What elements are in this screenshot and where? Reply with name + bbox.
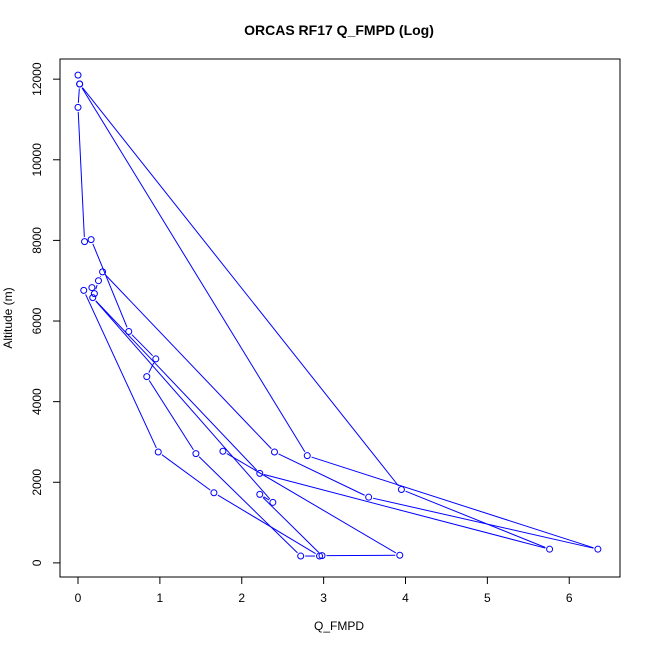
data-point — [594, 545, 602, 553]
series-segment — [77, 111, 85, 238]
data-point — [125, 328, 133, 336]
y-tick-label: 12000 — [30, 62, 44, 96]
data-point — [546, 545, 554, 553]
data-point — [74, 71, 82, 79]
series-segment — [372, 497, 594, 549]
series-segment — [85, 294, 157, 449]
data-point — [192, 450, 200, 458]
series-segment — [81, 87, 306, 453]
series-segment — [105, 274, 272, 450]
series-segment — [263, 496, 270, 501]
series-segment — [278, 453, 365, 496]
data-point — [297, 552, 305, 560]
series-segment — [217, 494, 316, 555]
x-tick-label: 2 — [238, 591, 245, 605]
plot-frame — [59, 58, 621, 578]
y-tick-label: 8000 — [30, 227, 44, 254]
y-tick-label: 0 — [30, 559, 44, 566]
series-segment — [161, 454, 211, 491]
data-point — [396, 551, 404, 559]
series-segment — [92, 243, 128, 328]
data-point — [74, 103, 82, 111]
series-segment — [148, 380, 194, 451]
data-point — [99, 268, 107, 276]
data-point — [303, 452, 311, 460]
data-point — [154, 448, 162, 456]
series-segment — [405, 490, 546, 548]
data-point — [256, 469, 264, 477]
series-segment — [262, 497, 320, 553]
data-point — [318, 552, 326, 560]
data-point — [88, 284, 96, 292]
y-axis-label: Altitude (m) — [1, 287, 15, 348]
x-tick-label: 6 — [566, 591, 573, 605]
data-point — [80, 286, 88, 294]
data-point — [76, 80, 84, 88]
data-point — [81, 238, 89, 246]
data-point — [256, 490, 264, 498]
x-tick-label: 4 — [402, 591, 409, 605]
y-tick-label: 10000 — [30, 143, 44, 177]
data-point — [271, 448, 279, 456]
series-segment — [95, 300, 258, 471]
data-point — [90, 290, 98, 298]
y-axis: 0 2000 4000 6000 8000 10000 12000 — [30, 62, 61, 566]
x-axis: 0 1 2 3 4 5 6 — [75, 576, 573, 605]
series-segment — [95, 284, 98, 290]
series-segment — [263, 474, 546, 549]
series-segment — [226, 453, 397, 554]
data-point — [87, 236, 95, 244]
data-point — [397, 486, 405, 494]
data-point — [89, 294, 97, 302]
series-layer — [74, 71, 602, 560]
series-segment — [148, 362, 155, 373]
series-segment — [311, 456, 594, 549]
y-tick-label: 4000 — [30, 388, 44, 415]
x-tick-label: 3 — [320, 591, 327, 605]
data-point — [143, 373, 151, 381]
data-point — [210, 489, 218, 497]
data-point — [94, 277, 102, 285]
x-axis-label: Q_FMPD — [314, 619, 364, 633]
series-segment — [82, 87, 399, 487]
chart-title: ORCAS RF17 Q_FMPD (Log) — [244, 22, 434, 38]
series-segment — [198, 456, 298, 554]
x-tick-label: 1 — [157, 591, 164, 605]
series-segment — [131, 334, 153, 357]
series-segment — [77, 88, 80, 103]
x-tick-label: 5 — [484, 591, 491, 605]
series-segment — [95, 300, 271, 500]
data-point — [365, 493, 373, 501]
y-tick-label: 6000 — [30, 307, 44, 334]
data-point — [316, 552, 324, 560]
y-tick-label: 2000 — [30, 469, 44, 496]
data-point — [269, 498, 277, 506]
data-point — [152, 355, 160, 363]
data-point — [219, 447, 227, 455]
x-tick-label: 0 — [75, 591, 82, 605]
